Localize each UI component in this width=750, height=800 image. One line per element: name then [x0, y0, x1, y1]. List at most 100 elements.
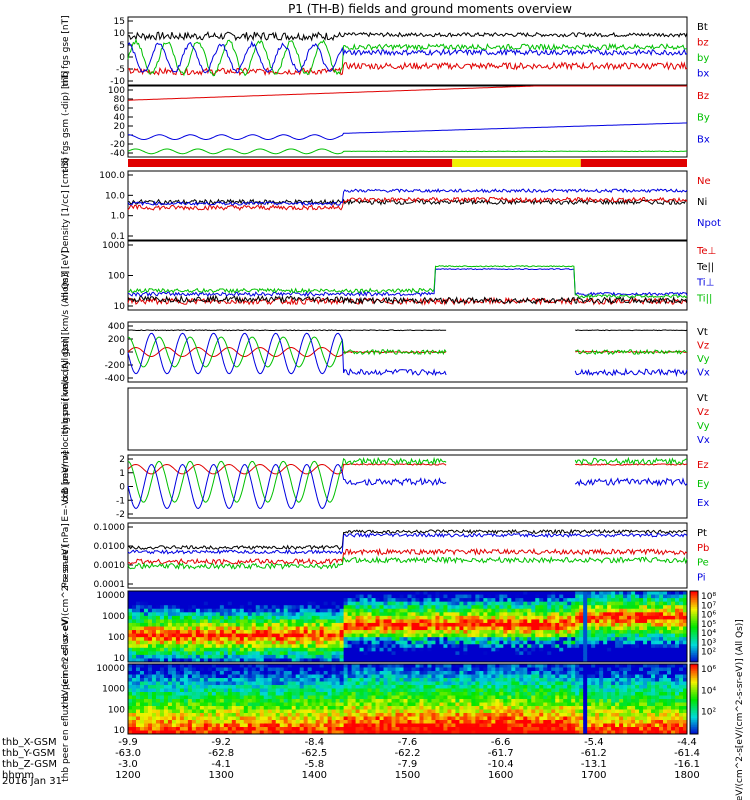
spectrogram-cell — [535, 658, 540, 663]
spectrogram-cell — [291, 658, 297, 663]
spectrogram-cell — [299, 695, 305, 700]
spectrogram-cell — [243, 730, 249, 735]
spectrogram-cell — [347, 685, 353, 689]
spectrogram-cell — [311, 716, 317, 721]
spectrogram-cell — [515, 630, 520, 635]
spectrogram-cell — [531, 591, 536, 596]
spectrogram-cell — [631, 608, 636, 613]
status-segment — [580, 159, 687, 167]
spectrogram-cell — [347, 730, 353, 735]
spectrogram-cell — [375, 692, 381, 696]
spectrogram-cell — [675, 647, 680, 652]
spectrogram-cell — [243, 706, 249, 710]
spectrogram-cell — [315, 681, 321, 686]
spectrogram-cell — [443, 692, 448, 696]
spectrogram-cell — [407, 633, 412, 638]
spectrogram-cell — [587, 633, 592, 638]
spectrogram-cell — [395, 706, 401, 710]
spectrogram-cell — [475, 713, 480, 717]
spectrogram-cell — [291, 678, 297, 682]
spectrogram-cell — [215, 608, 221, 613]
spectrogram-cell — [143, 674, 149, 679]
spectrogram-cell — [615, 630, 620, 635]
spectrogram-cell — [363, 730, 369, 735]
spectrogram-cell — [403, 633, 408, 638]
spectrogram-cell — [171, 685, 177, 689]
spectrogram-cell — [471, 664, 476, 668]
spectrogram-cell — [387, 651, 393, 656]
spectrogram-cell — [347, 713, 353, 717]
spectrogram-cell — [443, 608, 448, 613]
spectrogram-cell — [583, 658, 588, 663]
spectrogram-cell — [355, 622, 361, 627]
spectrogram-cell — [427, 626, 432, 631]
y-axis-label: E=-VxB [mV/m] — [61, 451, 71, 521]
spectrogram-cell — [191, 713, 197, 717]
spectrogram-cell — [295, 637, 301, 642]
spectrogram-cell — [495, 601, 500, 606]
spectrogram-cell — [255, 651, 261, 656]
spectrogram-cell — [139, 664, 145, 668]
spectrogram-cell — [523, 671, 528, 675]
y-tick-label: 0 — [119, 483, 125, 493]
spectrogram-cell — [195, 720, 201, 724]
spectrogram-cell — [415, 730, 420, 735]
spectrogram-cell — [435, 681, 440, 686]
spectrogram-cell — [455, 699, 460, 703]
spectrogram-cell — [663, 630, 668, 635]
spectrogram-cell — [451, 644, 456, 649]
spectrogram-cell — [155, 678, 161, 682]
spectrogram-cell — [179, 699, 185, 703]
spectrogram-cell — [275, 678, 281, 682]
spectrogram-cell — [263, 654, 269, 659]
y-axis-label: thb fgs gse [nT] — [61, 15, 71, 86]
spectrogram-cell — [507, 702, 512, 707]
spectrogram-cell — [379, 619, 385, 624]
spectrogram-cell — [155, 598, 161, 603]
spectrogram-cell — [367, 647, 373, 652]
spectrogram-cell — [539, 654, 544, 659]
spectrogram-cell — [379, 671, 385, 675]
spectrogram-cell — [139, 612, 145, 617]
spectrogram-cell — [555, 658, 560, 663]
spectrogram-cell — [567, 605, 572, 610]
spectrogram-cell — [128, 594, 133, 599]
spectrogram-cell — [519, 699, 524, 703]
spectrogram-cell — [515, 692, 520, 696]
spectrogram-cell — [655, 658, 660, 663]
spectrogram-cell — [391, 622, 397, 627]
spectrogram-cell — [191, 695, 197, 700]
spectrogram-cell — [211, 615, 217, 620]
spectrogram-cell — [215, 630, 221, 635]
spectrogram-cell — [139, 685, 145, 689]
spectrogram-cell — [403, 709, 408, 714]
spectrogram-cell — [483, 619, 488, 624]
spectrogram-cell — [639, 647, 644, 652]
spectrogram-cell — [299, 591, 305, 596]
spectrogram-cell — [219, 709, 225, 714]
spectrogram-cell — [399, 598, 405, 603]
spectrogram-cell — [515, 685, 520, 689]
spectrogram-cell — [619, 615, 624, 620]
spectrogram-cell — [667, 658, 672, 663]
spectrogram-cell — [511, 678, 516, 682]
spectrogram-cell — [215, 612, 221, 617]
spectrogram-cell — [167, 667, 173, 672]
spectrogram-cell — [635, 658, 640, 663]
spectrogram-cell — [379, 647, 385, 652]
spectrogram-cell — [683, 591, 688, 596]
spectrogram-cell — [251, 651, 257, 656]
spectrogram-cell — [155, 644, 161, 649]
spectrogram-cell — [243, 640, 249, 645]
spectrogram-cell — [543, 644, 548, 649]
spectrogram-cell — [187, 594, 193, 599]
spectrogram-cell — [471, 685, 476, 689]
spectrogram-cell — [439, 612, 444, 617]
spectrogram-cell — [283, 615, 289, 620]
spectrogram-cell — [235, 727, 241, 731]
spectrogram-cell — [135, 723, 141, 728]
spectrogram-cell — [139, 727, 145, 731]
spectrogram-cell — [411, 647, 416, 652]
spectrogram-cell — [391, 716, 397, 721]
spectrogram-cell — [427, 730, 432, 735]
